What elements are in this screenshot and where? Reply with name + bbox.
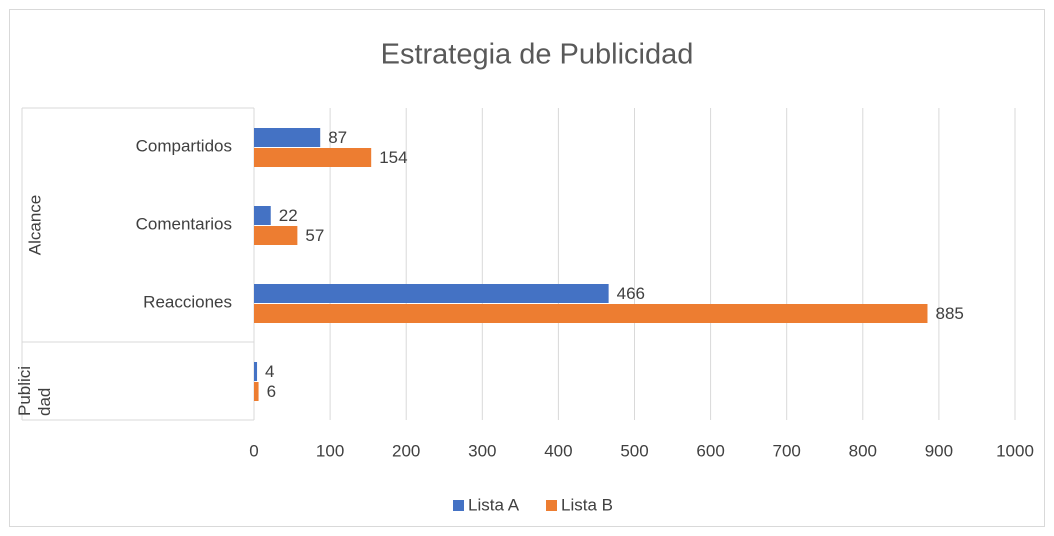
bar xyxy=(254,206,271,225)
x-tick-label: 900 xyxy=(925,441,953,460)
group-label: Publicidad xyxy=(15,366,54,416)
bar xyxy=(254,226,298,245)
legend-swatch xyxy=(453,500,464,511)
x-tick-label: 300 xyxy=(468,441,496,460)
chart-title: Estrategia de Publicidad xyxy=(381,39,694,71)
data-label: 466 xyxy=(617,284,645,303)
x-tick-label: 100 xyxy=(316,441,344,460)
legend-label: Lista A xyxy=(468,495,520,514)
x-tick-label: 800 xyxy=(849,441,877,460)
data-label: 57 xyxy=(305,226,324,245)
data-label: 87 xyxy=(328,128,347,147)
data-label: 4 xyxy=(265,362,274,381)
data-label: 885 xyxy=(935,304,963,323)
x-tick-label: 1000 xyxy=(996,441,1034,460)
x-tick-label: 200 xyxy=(392,441,420,460)
group-label: Alcance xyxy=(25,195,44,255)
bar xyxy=(254,128,321,147)
y-tick-label: Reacciones xyxy=(143,292,232,311)
bar xyxy=(254,382,259,401)
x-tick-label: 0 xyxy=(249,441,258,460)
legend-swatch xyxy=(546,500,557,511)
chart-border xyxy=(9,9,1045,527)
bar xyxy=(254,148,372,167)
y-tick-label: Comentarios xyxy=(136,214,232,233)
x-tick-label: 700 xyxy=(773,441,801,460)
bar xyxy=(254,362,258,381)
bar xyxy=(254,304,928,323)
data-label: 6 xyxy=(267,382,276,401)
x-tick-label: 400 xyxy=(544,441,572,460)
bar xyxy=(254,284,609,303)
legend-label: Lista B xyxy=(561,495,613,514)
x-tick-label: 600 xyxy=(696,441,724,460)
data-label: 22 xyxy=(279,206,298,225)
y-tick-label: Compartidos xyxy=(136,136,232,155)
data-label: 154 xyxy=(379,148,407,167)
x-tick-label: 500 xyxy=(620,441,648,460)
